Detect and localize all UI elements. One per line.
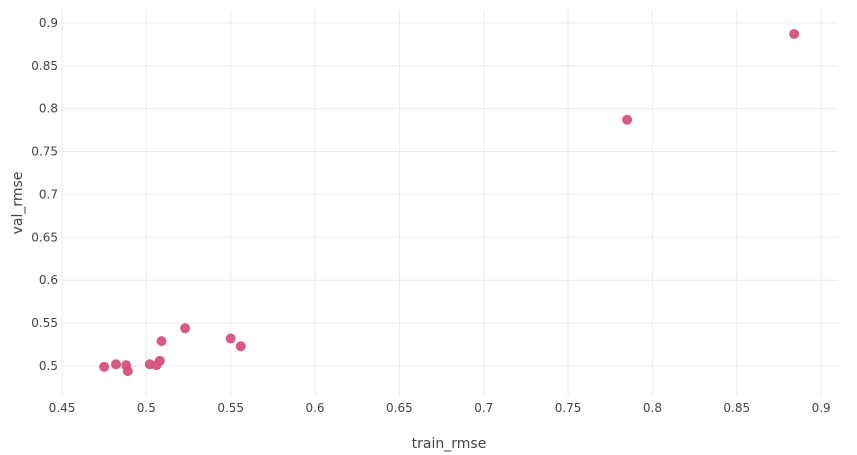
y-tick-labels: 0.5 0.55 0.6 0.65 0.7 0.75 0.8 0.85 0.9	[31, 16, 58, 373]
y-tick-label: 0.6	[39, 273, 58, 287]
data-point[interactable]	[110, 359, 121, 370]
data-point[interactable]	[122, 366, 133, 377]
y-tick-label: 0.7	[39, 187, 58, 201]
x-tick-label: 0.85	[723, 401, 750, 415]
x-tick-label: 0.65	[386, 401, 413, 415]
y-gridlines	[62, 22, 838, 367]
data-point[interactable]	[225, 333, 236, 344]
x-tick-label: 0.45	[49, 401, 76, 415]
data-points	[99, 29, 800, 377]
data-point[interactable]	[154, 355, 165, 366]
x-tick-label: 0.5	[137, 401, 156, 415]
x-tick-labels: 0.45 0.5 0.55 0.6 0.65 0.7 0.75 0.8 0.85 0.9	[49, 401, 831, 415]
data-point[interactable]	[156, 336, 167, 347]
y-tick-label: 0.9	[39, 16, 58, 30]
data-point[interactable]	[99, 361, 110, 372]
x-tick-label: 0.8	[643, 401, 662, 415]
y-tick-label: 0.65	[31, 230, 58, 244]
x-gridlines	[61, 10, 822, 396]
y-axis-title: val_rmse	[10, 172, 26, 235]
data-point[interactable]	[789, 29, 800, 40]
y-tick-label: 0.55	[31, 316, 58, 330]
y-tick-label: 0.5	[39, 359, 58, 373]
x-tick-label: 0.7	[474, 401, 493, 415]
data-point[interactable]	[622, 114, 633, 125]
y-tick-label: 0.8	[39, 102, 58, 116]
x-tick-label: 0.55	[217, 401, 244, 415]
y-tick-label: 0.75	[31, 145, 58, 159]
x-tick-label: 0.6	[305, 401, 324, 415]
x-tick-label: 0.75	[555, 401, 582, 415]
x-axis-title: train_rmse	[412, 436, 487, 452]
x-tick-label: 0.9	[812, 401, 831, 415]
y-tick-label: 0.85	[31, 59, 58, 73]
data-point[interactable]	[180, 323, 191, 334]
data-point[interactable]	[235, 341, 246, 352]
